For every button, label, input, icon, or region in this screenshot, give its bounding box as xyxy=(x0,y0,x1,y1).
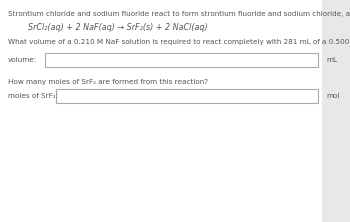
Bar xyxy=(45,53,318,67)
Bar xyxy=(56,89,318,103)
Text: What volume of a 0.210 M NaF solution is required to react completely with 281 m: What volume of a 0.210 M NaF solution is… xyxy=(8,39,350,45)
Text: moles of SrF₂:: moles of SrF₂: xyxy=(8,93,58,99)
Text: How many moles of SrF₂ are formed from this reaction?: How many moles of SrF₂ are formed from t… xyxy=(8,79,208,85)
Text: Strontium chloride and sodium fluoride react to form strontium fluoride and sodi: Strontium chloride and sodium fluoride r… xyxy=(8,11,350,17)
Text: volume:: volume: xyxy=(8,57,37,63)
Bar xyxy=(322,0,350,222)
Text: SrCl₂(aq) + 2 NaF(aq) → SrF₂(s) + 2 NaCl(aq): SrCl₂(aq) + 2 NaF(aq) → SrF₂(s) + 2 NaCl… xyxy=(28,23,208,32)
Text: mol: mol xyxy=(326,93,340,99)
Text: mL: mL xyxy=(326,57,337,63)
